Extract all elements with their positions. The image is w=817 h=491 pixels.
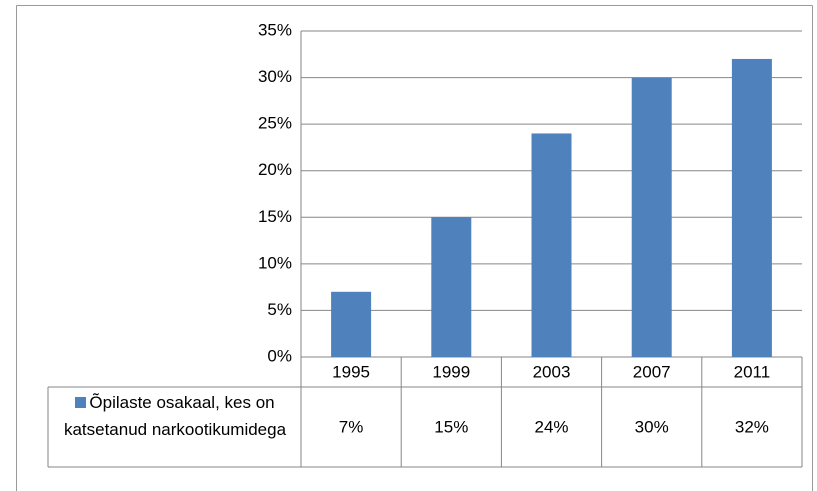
y-tick-label: 30% <box>258 67 292 86</box>
legend-label: Õpilaste osakaal, kes on katsetanud nark… <box>63 393 287 439</box>
table-value: 24% <box>534 417 568 436</box>
legend-entry: Õpilaste osakaal, kes on katsetanud nark… <box>50 389 300 443</box>
table-value: 15% <box>434 417 468 436</box>
y-tick-label: 35% <box>258 20 292 39</box>
x-tick-label: 2007 <box>633 362 671 381</box>
bar <box>631 77 672 358</box>
table-value: 32% <box>735 417 769 436</box>
x-tick-label: 2011 <box>734 362 771 381</box>
x-tick-label: 2003 <box>533 362 571 381</box>
y-tick-label: 0% <box>267 346 292 365</box>
bar <box>331 291 372 357</box>
y-tick-label: 5% <box>267 300 292 319</box>
frame <box>16 5 813 491</box>
bar <box>431 217 472 357</box>
y-tick-label: 15% <box>258 207 292 226</box>
y-tick-label: 10% <box>258 253 292 272</box>
legend-marker <box>75 397 87 408</box>
y-tick-label: 20% <box>258 160 292 179</box>
bar <box>731 58 772 357</box>
table-value: 7% <box>339 417 364 436</box>
bar <box>531 133 572 357</box>
x-tick-label: 1999 <box>432 362 470 381</box>
x-tick-label: 1995 <box>332 362 370 381</box>
legend-cell: Õpilaste osakaal, kes on katsetanud nark… <box>50 389 300 443</box>
y-tick-label: 25% <box>258 114 292 133</box>
table-value: 30% <box>635 417 669 436</box>
